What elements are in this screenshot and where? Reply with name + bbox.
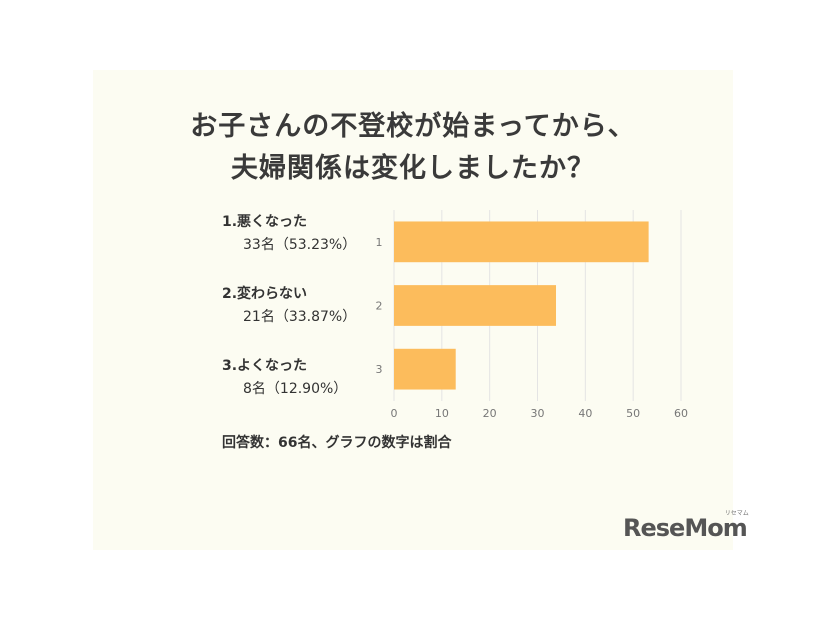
- x-tick-label: 0: [391, 407, 398, 420]
- category-label-3: 3.よくなった 8名（12.90%）: [222, 355, 392, 401]
- chart-card: お子さんの不登校が始まってから、 夫婦関係は変化しましたか？ 1.悪くなった 3…: [93, 70, 749, 550]
- title-line-1: お子さんの不登校が始まってから、: [190, 111, 636, 142]
- category-detail: 33名（53.23%）: [243, 237, 357, 253]
- category-label-1: 1.悪くなった 33名（53.23%）: [222, 211, 392, 257]
- chart-title: お子さんの不登校が始まってから、 夫婦関係は変化しましたか？: [93, 106, 733, 190]
- x-tick-label: 20: [483, 407, 497, 420]
- x-tick-label: 60: [674, 407, 688, 420]
- bar: [394, 348, 456, 390]
- category-detail: 8名（12.90%）: [243, 381, 348, 397]
- y-tick-label: 2: [376, 300, 383, 313]
- y-tick-label: 3: [376, 363, 383, 376]
- category-name: 1.悪くなった: [222, 214, 308, 230]
- response-note: 回答数：66名、グラフの数字は割合: [222, 435, 452, 451]
- resemom-logo: ReseMom リセマム: [623, 510, 749, 542]
- logo-text: ReseMom: [623, 514, 748, 542]
- x-tick-label: 30: [531, 407, 545, 420]
- bar-chart: 0 10 20 30 40 50 60 1 2 3: [376, 210, 688, 420]
- y-tick-label: 1: [376, 236, 383, 249]
- x-tick-label: 40: [578, 407, 592, 420]
- x-tick-label: 10: [435, 407, 449, 420]
- logo-ruby: リセマム: [724, 510, 749, 517]
- bar: [394, 221, 649, 263]
- bar: [394, 285, 557, 326]
- category-name: 3.よくなった: [222, 358, 308, 374]
- category-name: 2.変わらない: [222, 286, 308, 302]
- title-line-2: 夫婦関係は変化しましたか？: [231, 153, 595, 184]
- category-label-2: 2.変わらない 21名（33.87%）: [222, 283, 392, 329]
- x-tick-label: 50: [626, 407, 640, 420]
- category-detail: 21名（33.87%）: [243, 309, 357, 325]
